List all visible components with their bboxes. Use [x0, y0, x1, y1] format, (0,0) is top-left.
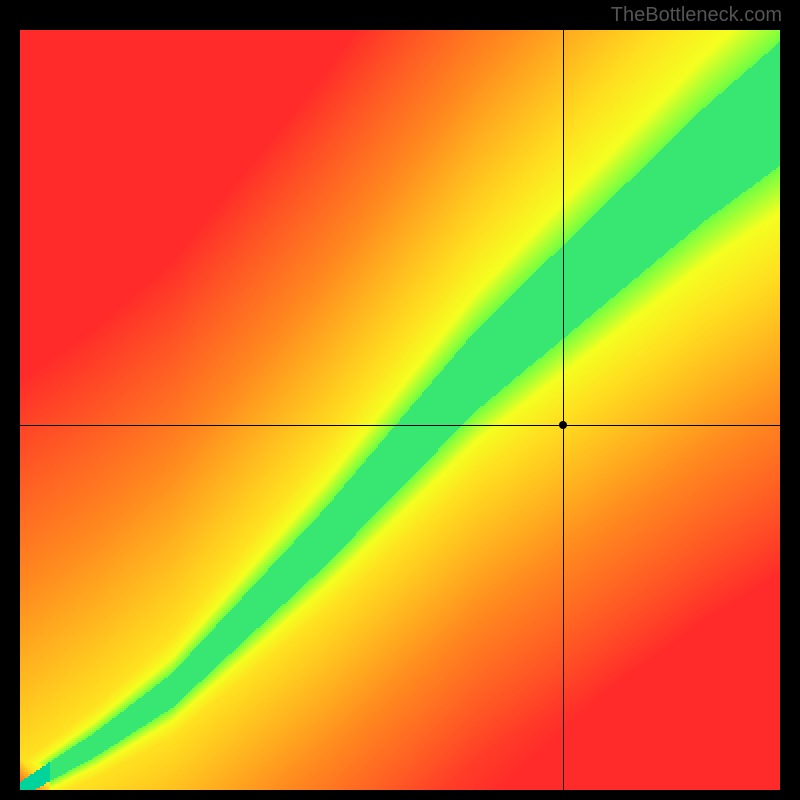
crosshair-vertical	[563, 30, 564, 790]
crosshair-horizontal	[20, 425, 780, 426]
heatmap-plot	[20, 30, 780, 790]
marker-dot	[559, 421, 567, 429]
heatmap-canvas	[20, 30, 780, 790]
chart-container: TheBottleneck.com	[0, 0, 800, 800]
watermark-text: TheBottleneck.com	[611, 4, 782, 27]
